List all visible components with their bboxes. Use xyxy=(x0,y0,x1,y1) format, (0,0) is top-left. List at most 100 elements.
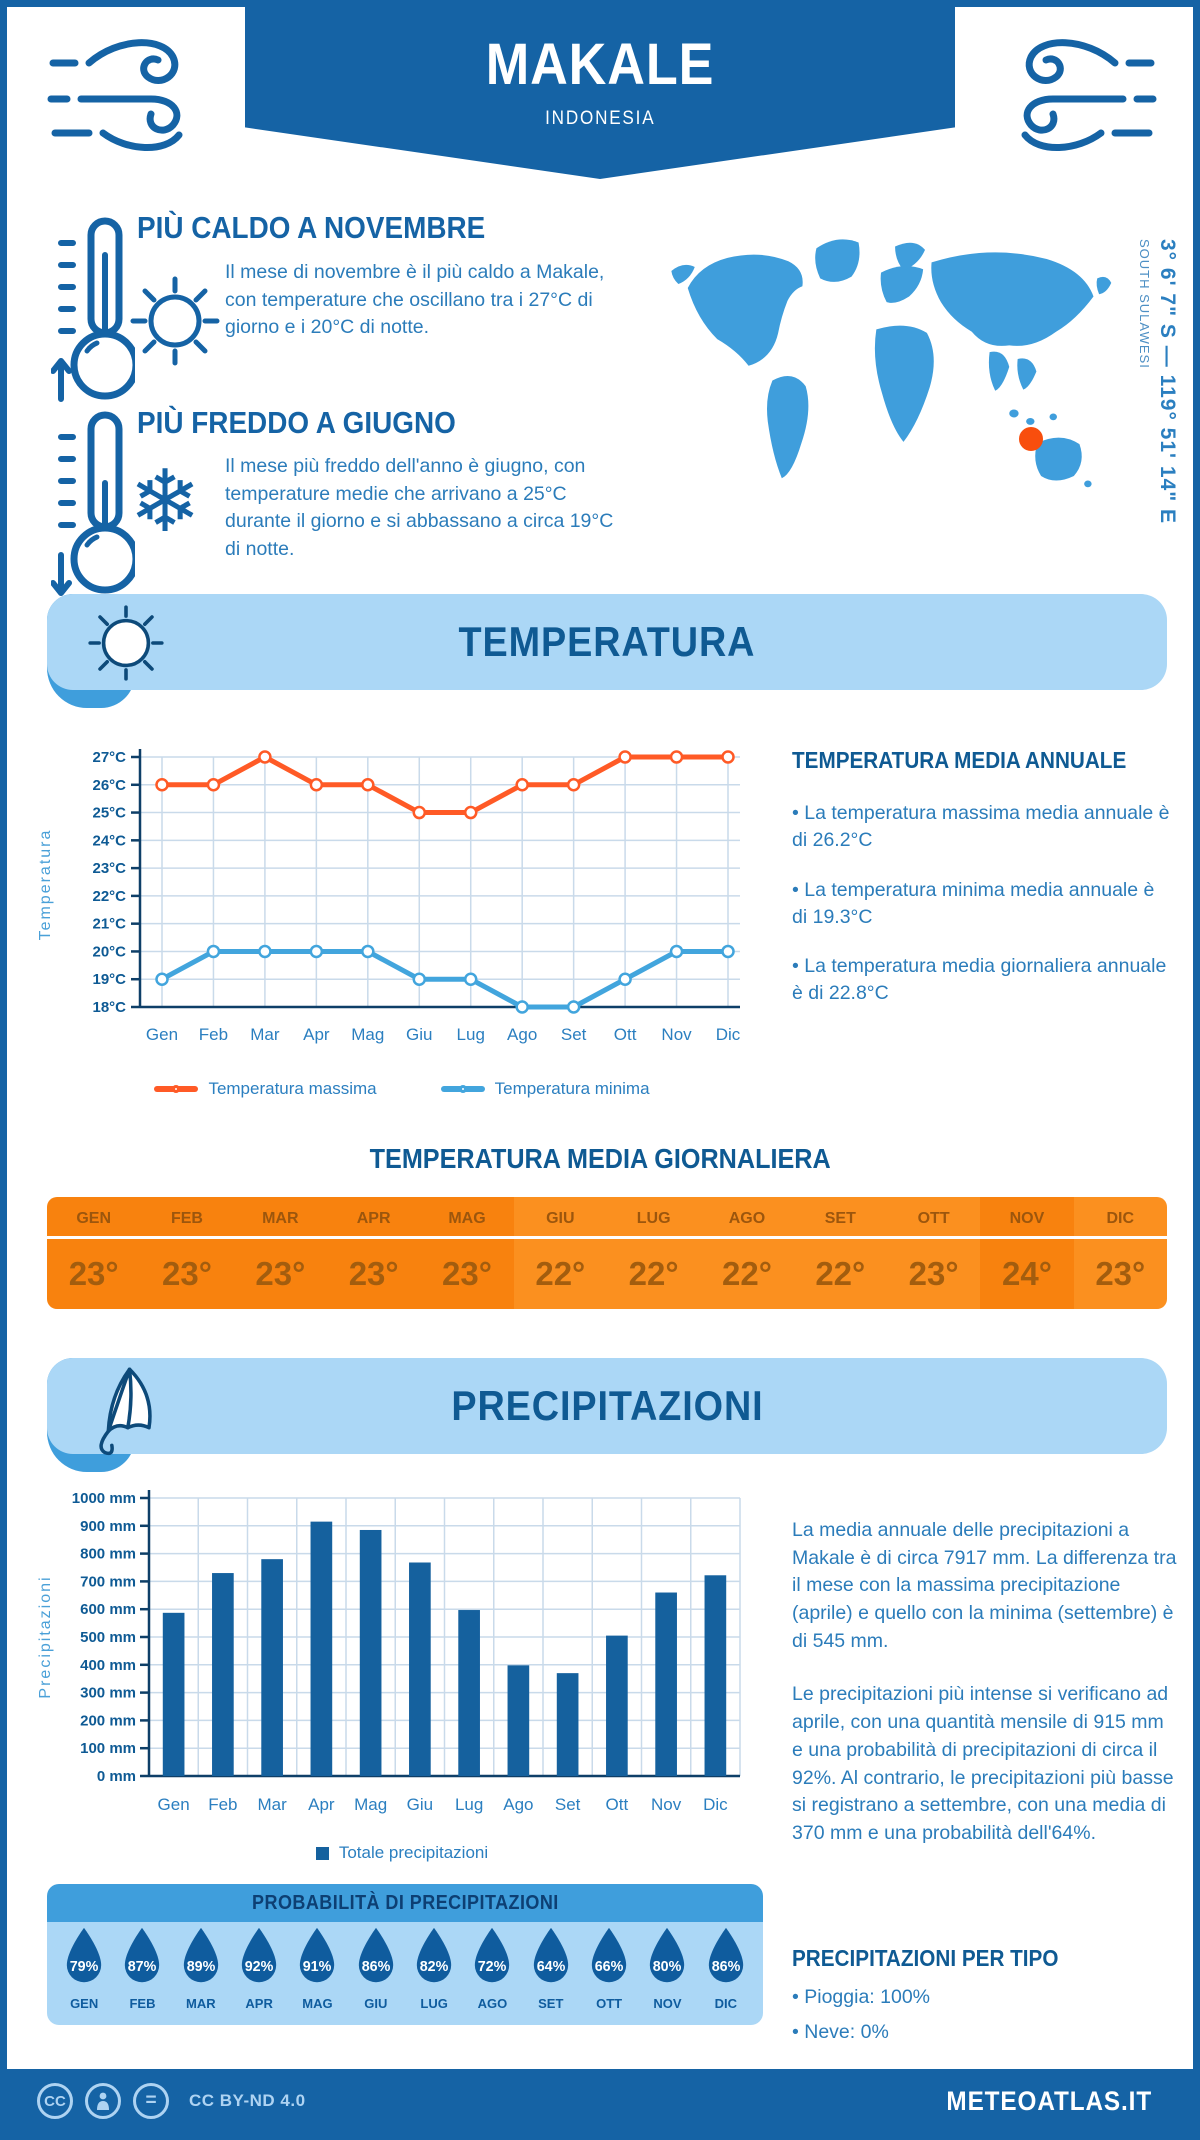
svg-text:20°C: 20°C xyxy=(92,943,126,960)
drop-month-label: DIC xyxy=(714,1996,737,2011)
svg-text:87%: 87% xyxy=(128,1959,157,1975)
table-column: FEB 23° xyxy=(140,1197,234,1309)
annual-bullet: La temperatura massima media annuale è d… xyxy=(792,800,1172,855)
banner-panel xyxy=(47,594,1167,690)
legend-line-swatch xyxy=(440,1085,485,1093)
svg-text:Lug: Lug xyxy=(455,1795,483,1814)
drop-month-label: SET xyxy=(538,1996,564,2011)
warm-title: PIÙ CALDO A NOVEMBRE xyxy=(137,210,486,245)
svg-text:900 mm: 900 mm xyxy=(80,1518,136,1535)
daily-temperature-title: TEMPERATURA MEDIA GIORNALIERA xyxy=(369,1143,831,1174)
drop-month-label: AGO xyxy=(477,1996,508,2011)
annual-temperature-title: TEMPERATURA MEDIA ANNUALE xyxy=(792,747,1127,773)
raindrop-icon: 66% xyxy=(591,1927,627,1983)
svg-text:Ago: Ago xyxy=(503,1795,533,1814)
drop-month-label: MAR xyxy=(186,1996,216,2011)
svg-text:18°C: 18°C xyxy=(92,999,126,1016)
svg-text:Dic: Dic xyxy=(703,1795,728,1814)
svg-text:64%: 64% xyxy=(536,1959,565,1975)
map-coordinates: 3° 6' 7" S — 119° 51' 14" E SOUTH SULAWE… xyxy=(1137,239,1179,539)
precipitation-bar-chart: 0 mm 100 mm 200 mm 300 mm 400 mm 500 mm 600 mm… xyxy=(72,1490,741,1814)
svg-text:72%: 72% xyxy=(478,1959,507,1975)
drop-month-label: GEN xyxy=(70,1996,99,2011)
svg-text:Mag: Mag xyxy=(351,1025,384,1044)
svg-text:700 mm: 700 mm xyxy=(80,1573,136,1590)
svg-text:Giu: Giu xyxy=(407,1795,433,1814)
type-bullet: Pioggia: 100% xyxy=(792,1984,1172,2011)
precipitation-section-banner: PRECIPITAZIONI xyxy=(47,1358,1167,1472)
table-temp-value: 23° xyxy=(162,1255,212,1292)
cc-icon: CC xyxy=(37,2083,73,2119)
location-marker xyxy=(1019,427,1043,451)
drop-month-label: GIU xyxy=(364,1996,388,2011)
sun-icon xyxy=(130,276,220,366)
probability-drop: 80% NOV xyxy=(641,1926,693,2011)
temperature-y-axis-title: Temperatura xyxy=(37,828,54,941)
svg-text:Mar: Mar xyxy=(250,1025,280,1044)
raindrop-icon: 89% xyxy=(183,1927,218,1983)
raindrop-icon: 86% xyxy=(708,1927,743,1983)
svg-text:800 mm: 800 mm xyxy=(80,1546,136,1563)
page-title: MAKALE xyxy=(485,32,715,97)
probability-drop: 79% GEN xyxy=(58,1926,110,2011)
probability-drop: 66% OTT xyxy=(583,1926,635,2011)
svg-text:27°C: 27°C xyxy=(92,749,126,766)
cold-title: PIÙ FREDDO A GIUGNO xyxy=(137,405,456,440)
legend-label: Temperatura minima xyxy=(494,1079,650,1098)
drop-month-label: MAG xyxy=(302,1996,333,2011)
svg-text:92%: 92% xyxy=(245,1959,274,1975)
legend-label: Temperatura massima xyxy=(208,1079,377,1098)
site-name: METEOATLAS.IT xyxy=(945,2085,1152,2116)
annual-bullet: La temperatura minima media annuale è di… xyxy=(792,877,1172,932)
svg-text:Ott: Ott xyxy=(606,1795,629,1814)
table-temp-value: 22° xyxy=(628,1255,679,1292)
thermometer-up-icon xyxy=(51,217,135,402)
svg-text:22°C: 22°C xyxy=(92,888,126,905)
precipitation-probability-panel: PROBABILITÀ DI PRECIPITAZIONI 79% GEN 87% F… xyxy=(47,1884,763,2025)
svg-text:21°C: 21°C xyxy=(92,916,126,933)
precipitation-types-block: PRECIPITAZIONI PER TIPO Pioggia: 100% Nev… xyxy=(792,1945,1172,2055)
svg-text:66%: 66% xyxy=(595,1959,624,1975)
world-map xyxy=(671,239,1112,488)
table-month-header: MAG xyxy=(420,1197,514,1239)
svg-text:400 mm: 400 mm xyxy=(80,1657,136,1674)
svg-text:600 mm: 600 mm xyxy=(80,1601,136,1618)
precipitation-y-axis-title: Precipitazioni xyxy=(37,1575,54,1699)
probability-drop: 92% APR xyxy=(233,1926,285,2011)
probability-drop: 64% SET xyxy=(525,1926,577,2011)
svg-text:Giu: Giu xyxy=(406,1025,432,1044)
table-column: GEN 23° xyxy=(47,1197,141,1309)
precipitation-chart-legend: Totale precipitazioni xyxy=(52,1843,752,1863)
raindrop-icon: 80% xyxy=(650,1927,685,1983)
thermometer-down-icon xyxy=(51,411,135,596)
legend-item: Temperatura minima xyxy=(440,1079,650,1099)
table-month-header: AGO xyxy=(700,1197,794,1239)
probability-drop: 86% DIC xyxy=(700,1926,752,2011)
precipitation-section-title: PRECIPITAZIONI xyxy=(450,1382,764,1429)
svg-text:0 mm: 0 mm xyxy=(97,1768,136,1785)
annual-temperature-block: TEMPERATURA MEDIA ANNUALE La temperatura… xyxy=(792,747,1172,1030)
probability-drop: 91% MAG xyxy=(291,1926,343,2011)
drop-month-label: NOV xyxy=(653,1996,682,2011)
legend-square-swatch xyxy=(315,1846,329,1860)
table-column: NOV 24° xyxy=(980,1197,1074,1309)
table-column: MAR 23° xyxy=(233,1197,327,1309)
svg-text:500 mm: 500 mm xyxy=(80,1629,136,1646)
table-temp-value: 24° xyxy=(1001,1255,1052,1292)
temperature-chart-legend: Temperatura massima Temperatura minima xyxy=(52,1079,752,1099)
temperature-section-banner: TEMPERATURA xyxy=(47,594,1167,708)
table-month-header: OTT xyxy=(886,1197,981,1239)
temperature-line-chart: 18°C 19°C 20°C 21°C 22°C 23°C 24°C 25°C 26°C 27°C… xyxy=(92,749,741,1044)
legend-marker-dot xyxy=(172,1085,181,1093)
probability-title: PROBABILITÀ DI PRECIPITAZIONI xyxy=(47,1884,763,1922)
drop-month-label: LUG xyxy=(420,1996,448,2011)
table-temp-value: 22° xyxy=(535,1255,586,1292)
legend-item: Temperatura massima xyxy=(154,1079,377,1099)
table-month-header: SET xyxy=(793,1197,887,1239)
raindrop-icon: 79% xyxy=(67,1927,102,1983)
precipitation-types-title: PRECIPITAZIONI PER TIPO xyxy=(792,1945,1059,1971)
license-text: CC BY-ND 4.0 xyxy=(189,2091,306,2110)
drop-month-label: APR xyxy=(245,1996,273,2011)
svg-text:Feb: Feb xyxy=(199,1025,228,1044)
probability-drop: 87% FEB xyxy=(116,1926,168,2011)
